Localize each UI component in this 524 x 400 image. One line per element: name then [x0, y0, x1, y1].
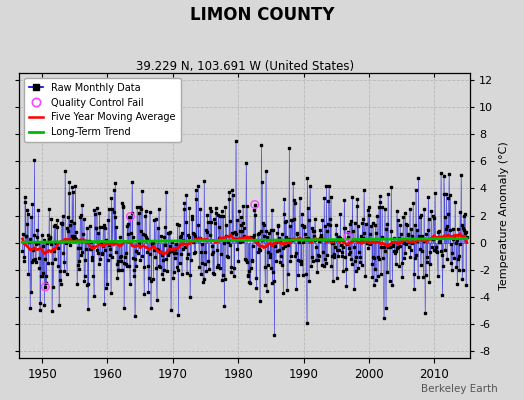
Point — [41, 284, 50, 290]
Y-axis label: Temperature Anomaly (°C): Temperature Anomaly (°C) — [499, 141, 509, 290]
Point — [126, 213, 135, 220]
Text: Berkeley Earth: Berkeley Earth — [421, 384, 498, 394]
Point — [344, 233, 352, 240]
Point — [250, 201, 259, 208]
Text: LIMON COUNTY: LIMON COUNTY — [190, 6, 334, 24]
Legend: Raw Monthly Data, Quality Control Fail, Five Year Moving Average, Long-Term Tren: Raw Monthly Data, Quality Control Fail, … — [24, 78, 181, 142]
Title: 39.229 N, 103.691 W (United States): 39.229 N, 103.691 W (United States) — [136, 60, 354, 73]
